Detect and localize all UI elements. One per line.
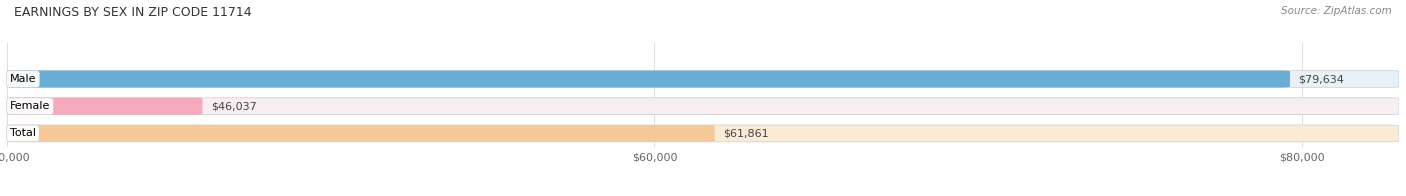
Text: Total: Total — [10, 128, 35, 138]
Text: $46,037: $46,037 — [211, 101, 256, 111]
FancyBboxPatch shape — [7, 125, 714, 142]
Text: EARNINGS BY SEX IN ZIP CODE 11714: EARNINGS BY SEX IN ZIP CODE 11714 — [14, 6, 252, 19]
Text: Female: Female — [10, 101, 51, 111]
FancyBboxPatch shape — [7, 125, 1399, 142]
FancyBboxPatch shape — [7, 71, 1291, 87]
Text: $79,634: $79,634 — [1298, 74, 1344, 84]
FancyBboxPatch shape — [7, 98, 1399, 115]
FancyBboxPatch shape — [7, 98, 202, 115]
Text: Male: Male — [10, 74, 37, 84]
FancyBboxPatch shape — [7, 71, 1399, 87]
Text: Source: ZipAtlas.com: Source: ZipAtlas.com — [1281, 6, 1392, 16]
Text: $61,861: $61,861 — [723, 128, 769, 138]
